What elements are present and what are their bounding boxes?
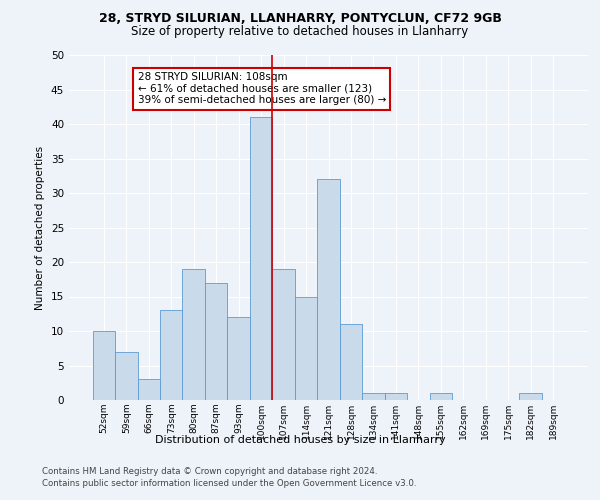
Bar <box>227 317 250 400</box>
Text: Contains public sector information licensed under the Open Government Licence v3: Contains public sector information licen… <box>42 479 416 488</box>
Text: Distribution of detached houses by size in Llanharry: Distribution of detached houses by size … <box>155 435 445 445</box>
Bar <box>362 393 385 400</box>
Bar <box>250 117 272 400</box>
Text: 28, STRYD SILURIAN, LLANHARRY, PONTYCLUN, CF72 9GB: 28, STRYD SILURIAN, LLANHARRY, PONTYCLUN… <box>98 12 502 26</box>
Bar <box>160 310 182 400</box>
Bar <box>317 179 340 400</box>
Y-axis label: Number of detached properties: Number of detached properties <box>35 146 46 310</box>
Text: 28 STRYD SILURIAN: 108sqm
← 61% of detached houses are smaller (123)
39% of semi: 28 STRYD SILURIAN: 108sqm ← 61% of detac… <box>137 72 386 106</box>
Bar <box>295 296 317 400</box>
Bar <box>115 352 137 400</box>
Bar <box>272 269 295 400</box>
Bar <box>182 269 205 400</box>
Bar <box>92 331 115 400</box>
Bar <box>385 393 407 400</box>
Bar <box>340 324 362 400</box>
Text: Size of property relative to detached houses in Llanharry: Size of property relative to detached ho… <box>131 25 469 38</box>
Text: Contains HM Land Registry data © Crown copyright and database right 2024.: Contains HM Land Registry data © Crown c… <box>42 468 377 476</box>
Bar <box>205 282 227 400</box>
Bar <box>137 380 160 400</box>
Bar <box>430 393 452 400</box>
Bar <box>520 393 542 400</box>
